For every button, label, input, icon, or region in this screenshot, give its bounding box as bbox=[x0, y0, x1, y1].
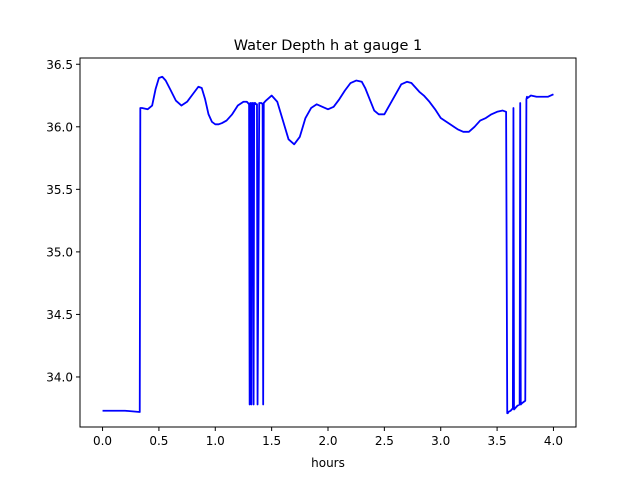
x-axis-ticks: 0.0 0.5 1.0 1.5 2.0 2.5 3.0 3.5 4.0 bbox=[93, 427, 563, 448]
y-tick-label: 35.0 bbox=[46, 245, 73, 259]
y-tick-label: 35.5 bbox=[46, 183, 73, 197]
x-tick-label: 3.0 bbox=[431, 434, 450, 448]
y-tick-label: 36.0 bbox=[46, 120, 73, 134]
x-axis-label: hours bbox=[311, 456, 345, 470]
plot-background bbox=[80, 58, 576, 427]
x-tick-label: 0.0 bbox=[93, 434, 112, 448]
y-tick-label: 36.5 bbox=[46, 58, 73, 72]
x-tick-label: 2.5 bbox=[375, 434, 394, 448]
x-tick-label: 4.0 bbox=[544, 434, 563, 448]
x-tick-label: 1.5 bbox=[262, 434, 281, 448]
y-tick-label: 34.5 bbox=[46, 308, 73, 322]
y-axis-ticks: 34.0 34.5 35.0 35.5 36.0 36.5 bbox=[46, 58, 80, 384]
x-tick-label: 3.5 bbox=[488, 434, 507, 448]
y-tick-label: 34.0 bbox=[46, 370, 73, 384]
series-line-0 bbox=[102, 75, 554, 415]
series-layer bbox=[102, 75, 554, 415]
plot-frame bbox=[79, 57, 577, 428]
chart-title: Water Depth h at gauge 1 bbox=[234, 38, 422, 54]
x-tick-label: 2.0 bbox=[318, 434, 337, 448]
x-tick-label: 1.0 bbox=[206, 434, 225, 448]
x-tick-label: 0.5 bbox=[149, 434, 168, 448]
